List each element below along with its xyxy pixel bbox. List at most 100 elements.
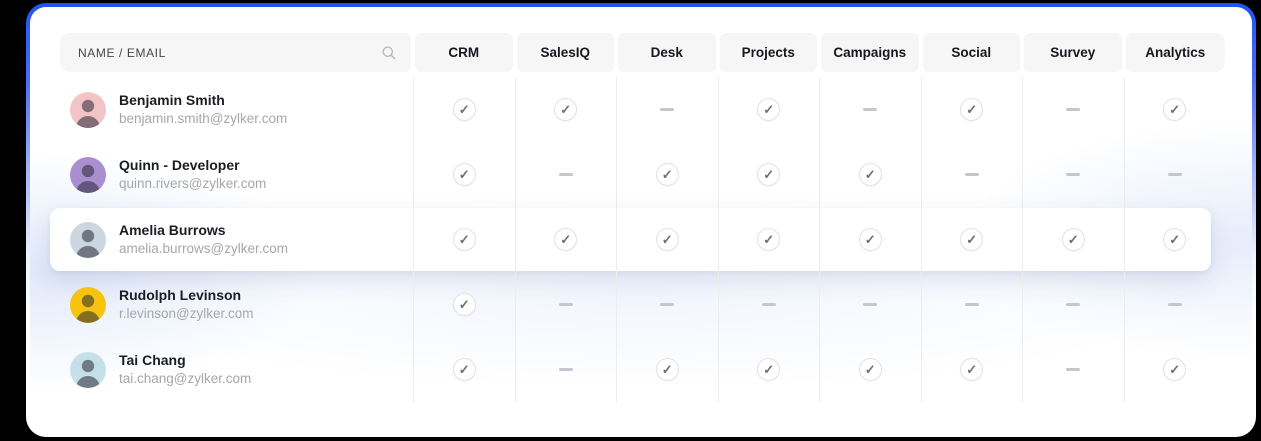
access-cell bbox=[514, 142, 617, 207]
access-cell: ✓ bbox=[717, 142, 820, 207]
check-icon[interactable]: ✓ bbox=[757, 98, 781, 121]
access-cell bbox=[514, 272, 617, 337]
check-icon[interactable]: ✓ bbox=[655, 163, 679, 186]
check-icon[interactable]: ✓ bbox=[1163, 358, 1187, 381]
access-cell: ✓ bbox=[413, 272, 515, 337]
access-cell bbox=[819, 272, 921, 337]
check-icon[interactable]: ✓ bbox=[452, 228, 476, 251]
access-cell: ✓ bbox=[920, 337, 1023, 402]
user-cell: Quinn - Developer quinn.rivers@zylker.com bbox=[60, 142, 413, 207]
check-icon[interactable]: ✓ bbox=[858, 358, 882, 381]
table-row[interactable]: Amelia Burrows amelia.burrows@zylker.com ✓… bbox=[50, 207, 1225, 272]
user-cell: Amelia Burrows amelia.burrows@zylker.com bbox=[60, 207, 413, 272]
check-icon[interactable]: ✓ bbox=[858, 163, 882, 186]
access-cell: ✓ bbox=[1123, 77, 1226, 142]
search-icon[interactable] bbox=[381, 45, 397, 61]
access-panel: NAME / EMAIL CRM SalesIQ Desk Projects Campa… bbox=[30, 7, 1252, 433]
access-cell bbox=[717, 272, 820, 337]
access-cell: ✓ bbox=[920, 207, 1023, 272]
check-icon[interactable]: ✓ bbox=[655, 358, 679, 381]
access-cell bbox=[1022, 272, 1124, 337]
user-email: amelia.burrows@zylker.com bbox=[119, 240, 289, 256]
table-header: NAME / EMAIL CRM SalesIQ Desk Projects Campa… bbox=[60, 33, 1225, 72]
user-name: Benjamin Smith bbox=[119, 91, 225, 108]
user-cell: Tai Chang tai.chang@zylker.com bbox=[60, 337, 413, 402]
check-icon[interactable]: ✓ bbox=[960, 228, 984, 251]
access-cell: ✓ bbox=[1123, 337, 1226, 402]
access-cell: ✓ bbox=[717, 207, 820, 272]
dash-icon[interactable] bbox=[863, 303, 878, 306]
avatar bbox=[70, 221, 106, 258]
check-icon[interactable]: ✓ bbox=[858, 228, 882, 251]
user-text: Quinn - Developer quinn.rivers@zylker.com bbox=[119, 156, 266, 193]
access-cell: ✓ bbox=[819, 207, 921, 272]
access-cell bbox=[1022, 337, 1124, 402]
check-icon[interactable]: ✓ bbox=[452, 98, 476, 121]
access-cell: ✓ bbox=[413, 142, 515, 207]
table-row[interactable]: Quinn - Developer quinn.rivers@zylker.com… bbox=[60, 142, 1225, 207]
check-icon[interactable]: ✓ bbox=[655, 228, 679, 251]
check-icon[interactable]: ✓ bbox=[452, 293, 476, 316]
dash-icon[interactable] bbox=[1066, 108, 1081, 111]
header-cell-app: Campaigns bbox=[821, 33, 919, 72]
avatar bbox=[70, 156, 106, 193]
header-cell-app: Social bbox=[922, 33, 1020, 72]
user-cell: Benjamin Smith benjamin.smith@zylker.com bbox=[60, 77, 413, 142]
access-cell bbox=[616, 77, 718, 142]
check-icon[interactable]: ✓ bbox=[554, 98, 578, 121]
table-row[interactable]: Rudolph Levinson r.levinson@zylker.com ✓ bbox=[60, 272, 1225, 337]
check-icon[interactable]: ✓ bbox=[757, 228, 781, 251]
dash-icon[interactable] bbox=[660, 303, 675, 306]
check-icon[interactable]: ✓ bbox=[960, 98, 984, 121]
header-cell-name[interactable]: NAME / EMAIL bbox=[60, 33, 411, 72]
header-cell-app: CRM bbox=[415, 33, 513, 72]
check-icon[interactable]: ✓ bbox=[757, 163, 781, 186]
dash-icon[interactable] bbox=[1066, 173, 1081, 176]
user-email: tai.chang@zylker.com bbox=[119, 370, 252, 386]
avatar bbox=[70, 351, 106, 388]
check-icon[interactable]: ✓ bbox=[452, 163, 476, 186]
dash-icon[interactable] bbox=[1066, 303, 1081, 306]
access-cell: ✓ bbox=[413, 207, 515, 272]
user-text: Rudolph Levinson r.levinson@zylker.com bbox=[119, 286, 254, 323]
user-name: Rudolph Levinson bbox=[119, 286, 242, 303]
check-icon[interactable]: ✓ bbox=[1061, 228, 1085, 251]
dash-icon[interactable] bbox=[863, 108, 878, 111]
check-icon[interactable]: ✓ bbox=[757, 358, 781, 381]
header-cell-app: SalesIQ bbox=[516, 33, 614, 72]
app-frame: NAME / EMAIL CRM SalesIQ Desk Projects Campa… bbox=[26, 3, 1256, 437]
access-cell: ✓ bbox=[616, 337, 718, 402]
access-cell: ✓ bbox=[616, 207, 718, 272]
access-cell: ✓ bbox=[717, 77, 820, 142]
dash-icon[interactable] bbox=[1167, 173, 1182, 176]
access-cell bbox=[1123, 272, 1226, 337]
dash-icon[interactable] bbox=[558, 368, 573, 371]
table-row[interactable]: Benjamin Smith benjamin.smith@zylker.com ✓… bbox=[60, 77, 1225, 142]
dash-icon[interactable] bbox=[558, 303, 573, 306]
user-email: quinn.rivers@zylker.com bbox=[119, 175, 267, 191]
header-cell-app: Survey bbox=[1024, 33, 1122, 72]
dash-icon[interactable] bbox=[1066, 368, 1081, 371]
check-icon[interactable]: ✓ bbox=[960, 358, 984, 381]
dash-icon[interactable] bbox=[660, 108, 675, 111]
table-row[interactable]: Tai Chang tai.chang@zylker.com ✓ ✓ ✓ ✓ ✓ ✓ bbox=[60, 337, 1225, 402]
dash-icon[interactable] bbox=[1167, 303, 1182, 306]
check-icon[interactable]: ✓ bbox=[452, 358, 476, 381]
table-body: Benjamin Smith benjamin.smith@zylker.com ✓… bbox=[50, 77, 1225, 402]
dash-icon[interactable] bbox=[761, 303, 776, 306]
access-cell bbox=[616, 272, 718, 337]
access-cell: ✓ bbox=[413, 337, 515, 402]
check-icon[interactable]: ✓ bbox=[1163, 228, 1187, 251]
dash-icon[interactable] bbox=[964, 173, 979, 176]
header-cell-app: Analytics bbox=[1125, 33, 1225, 72]
access-table: NAME / EMAIL CRM SalesIQ Desk Projects Campa… bbox=[50, 33, 1225, 402]
header-cell-app: Projects bbox=[719, 33, 817, 72]
check-icon[interactable]: ✓ bbox=[554, 228, 578, 251]
user-name: Quinn - Developer bbox=[119, 156, 240, 173]
dash-icon[interactable] bbox=[964, 303, 979, 306]
dash-icon[interactable] bbox=[558, 173, 573, 176]
access-cell: ✓ bbox=[717, 337, 820, 402]
user-name: Tai Chang bbox=[119, 351, 186, 368]
user-cell: Rudolph Levinson r.levinson@zylker.com bbox=[60, 272, 413, 337]
check-icon[interactable]: ✓ bbox=[1163, 98, 1187, 121]
